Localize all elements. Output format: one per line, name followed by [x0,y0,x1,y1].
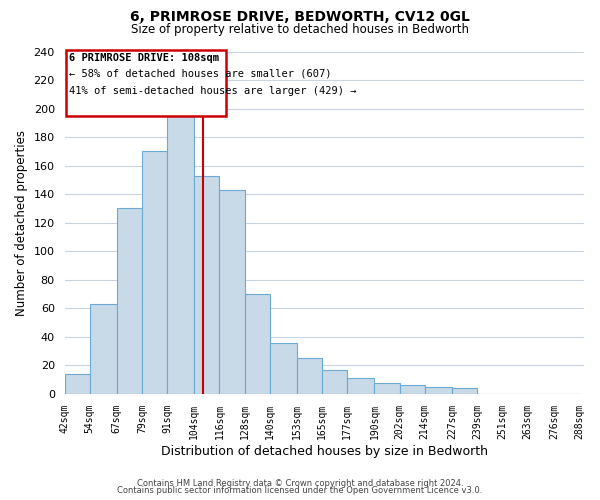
Bar [270,342,297,394]
Bar [400,386,425,394]
Text: Contains public sector information licensed under the Open Government Licence v3: Contains public sector information licen… [118,486,482,495]
Bar [65,374,89,394]
Bar [425,387,452,394]
Bar [89,304,117,394]
Text: ← 58% of detached houses are smaller (607): ← 58% of detached houses are smaller (60… [69,68,331,78]
Text: 6 PRIMROSE DRIVE: 108sqm: 6 PRIMROSE DRIVE: 108sqm [69,53,219,63]
Bar [245,294,270,394]
Text: 6, PRIMROSE DRIVE, BEDWORTH, CV12 0GL: 6, PRIMROSE DRIVE, BEDWORTH, CV12 0GL [130,10,470,24]
Text: Contains HM Land Registry data © Crown copyright and database right 2024.: Contains HM Land Registry data © Crown c… [137,478,463,488]
Bar [297,358,322,394]
Text: Size of property relative to detached houses in Bedworth: Size of property relative to detached ho… [131,22,469,36]
FancyBboxPatch shape [65,50,226,116]
Bar [194,176,220,394]
Bar [220,190,245,394]
Bar [117,208,142,394]
Bar [167,110,194,394]
Y-axis label: Number of detached properties: Number of detached properties [15,130,28,316]
Bar [322,370,347,394]
X-axis label: Distribution of detached houses by size in Bedworth: Distribution of detached houses by size … [161,444,488,458]
Bar [142,152,167,394]
Bar [374,382,400,394]
Bar [452,388,477,394]
Bar [347,378,374,394]
Text: 41% of semi-detached houses are larger (429) →: 41% of semi-detached houses are larger (… [69,86,356,96]
